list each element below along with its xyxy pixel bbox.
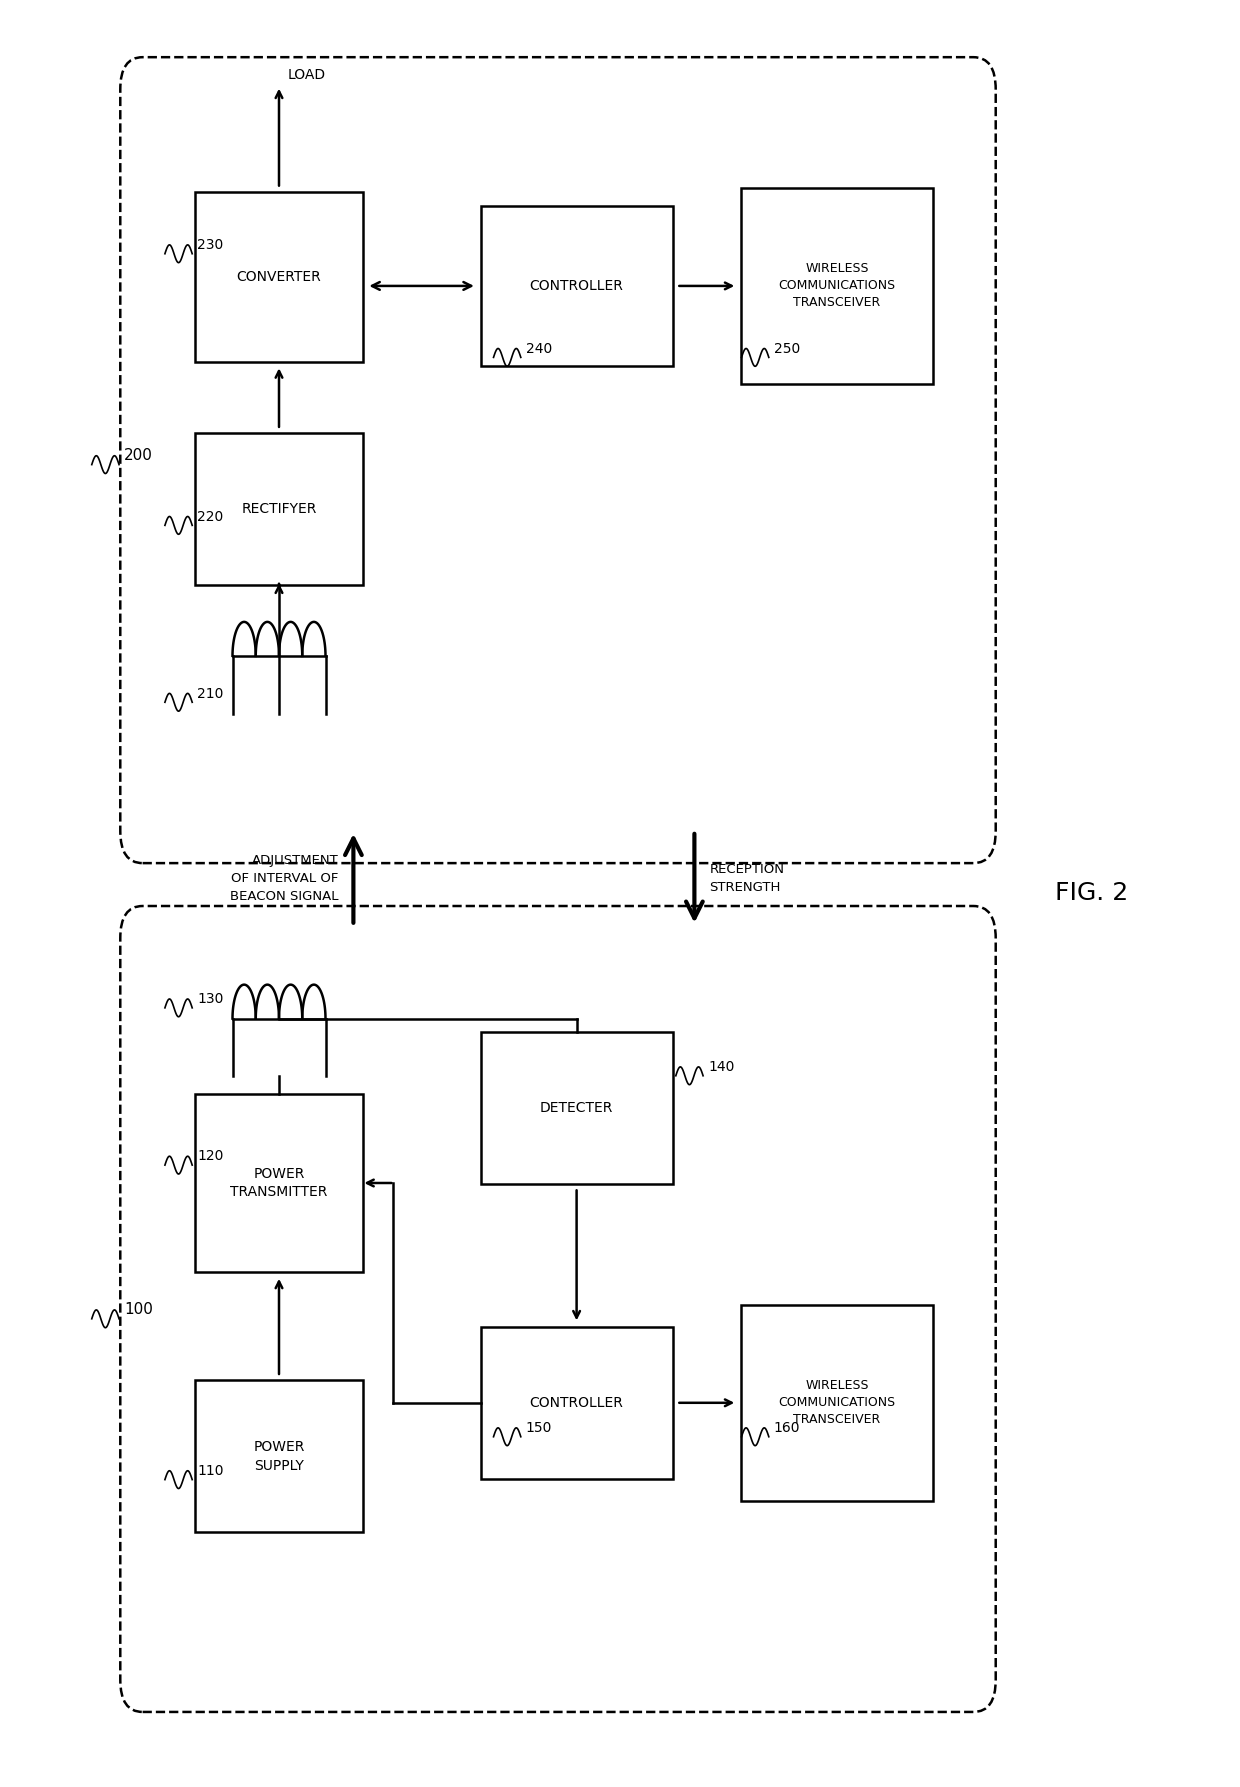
Text: 230: 230	[197, 238, 223, 252]
Text: POWER
SUPPLY: POWER SUPPLY	[253, 1440, 305, 1472]
Text: 140: 140	[708, 1060, 734, 1074]
Text: CONVERTER: CONVERTER	[237, 270, 321, 284]
Bar	[481, 206, 672, 366]
Text: CONTROLLER: CONTROLLER	[529, 279, 624, 293]
Text: 200: 200	[124, 449, 153, 463]
Text: LOAD: LOAD	[288, 68, 326, 82]
Text: POWER
TRANSMITTER: POWER TRANSMITTER	[231, 1167, 327, 1199]
Text: 130: 130	[197, 992, 223, 1006]
Text: 100: 100	[124, 1303, 153, 1317]
Text: WIRELESS
COMMUNICATIONS
TRANSCEIVER: WIRELESS COMMUNICATIONS TRANSCEIVER	[779, 263, 895, 309]
Bar	[196, 432, 362, 586]
Text: 120: 120	[197, 1149, 223, 1163]
Bar	[742, 188, 934, 384]
Bar	[742, 1305, 934, 1501]
Text: 110: 110	[197, 1464, 223, 1478]
Text: 150: 150	[526, 1421, 552, 1435]
Text: RECTIFYER: RECTIFYER	[242, 502, 316, 516]
Text: FIG. 2: FIG. 2	[1054, 881, 1128, 906]
Bar	[196, 193, 362, 361]
Text: 250: 250	[774, 341, 800, 356]
Text: DETECTER: DETECTER	[539, 1101, 614, 1115]
Text: 240: 240	[526, 341, 552, 356]
Bar	[196, 1380, 362, 1533]
Text: 220: 220	[197, 509, 223, 524]
Text: ADJUSTMENT
OF INTERVAL OF
BEACON SIGNAL: ADJUSTMENT OF INTERVAL OF BEACON SIGNAL	[231, 854, 339, 902]
Text: 210: 210	[197, 686, 223, 701]
Bar	[196, 1094, 362, 1272]
Text: RECEPTION
STRENGTH: RECEPTION STRENGTH	[709, 863, 784, 894]
Text: 160: 160	[774, 1421, 800, 1435]
Text: CONTROLLER: CONTROLLER	[529, 1396, 624, 1410]
Bar	[481, 1031, 672, 1183]
Bar	[481, 1326, 672, 1480]
Text: WIRELESS
COMMUNICATIONS
TRANSCEIVER: WIRELESS COMMUNICATIONS TRANSCEIVER	[779, 1380, 895, 1426]
